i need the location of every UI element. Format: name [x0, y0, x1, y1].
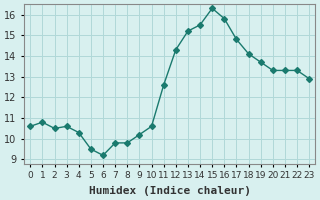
X-axis label: Humidex (Indice chaleur): Humidex (Indice chaleur): [89, 186, 251, 196]
